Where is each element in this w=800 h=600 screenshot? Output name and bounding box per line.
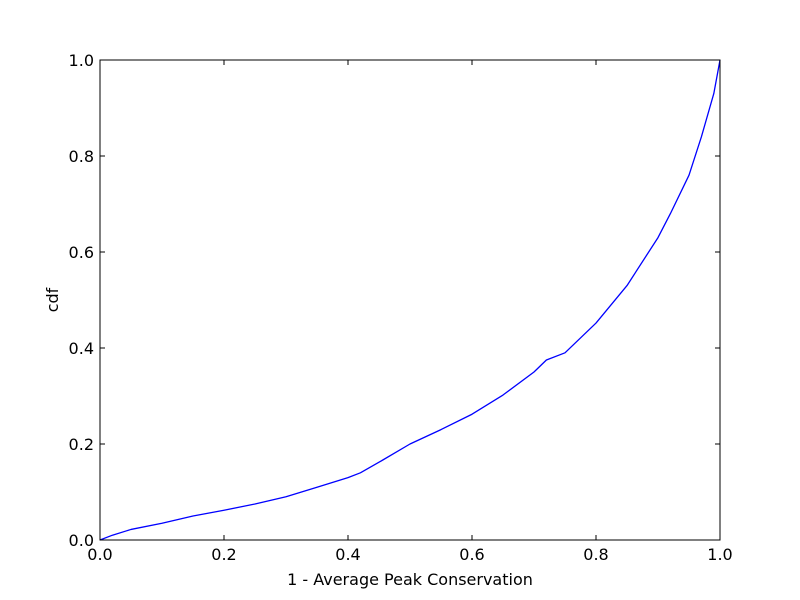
cdf-series-line xyxy=(99,59,721,541)
x-tick-label: 1.0 xyxy=(707,545,732,564)
plot-area-background xyxy=(100,60,720,540)
x-axis-label: 1 - Average Peak Conservation xyxy=(287,570,533,589)
y-tick-label: 0.4 xyxy=(69,339,94,358)
ticks-layer: 0.0 0.2 0.4 0.6 0.8 1.0 0.0 0.2 0.4 0.6 0.8 1.0 xyxy=(69,51,733,564)
x-tick-label: 0.8 xyxy=(583,545,608,564)
y-axis-label: cdf xyxy=(43,287,62,312)
y-tick-label: 1.0 xyxy=(69,51,94,70)
y-tick-label: 0.6 xyxy=(69,243,94,262)
y-tick-label: 0.0 xyxy=(69,531,94,550)
data-layer xyxy=(99,59,721,541)
plot-frame xyxy=(99,59,721,541)
x-tick-label: 0.6 xyxy=(459,545,484,564)
y-tick-label: 0.8 xyxy=(69,147,94,166)
x-tick-label: 0.0 xyxy=(87,545,112,564)
y-tick-label: 0.2 xyxy=(69,435,94,454)
x-tick-label: 0.4 xyxy=(335,545,360,564)
x-tick-label: 0.2 xyxy=(211,545,236,564)
